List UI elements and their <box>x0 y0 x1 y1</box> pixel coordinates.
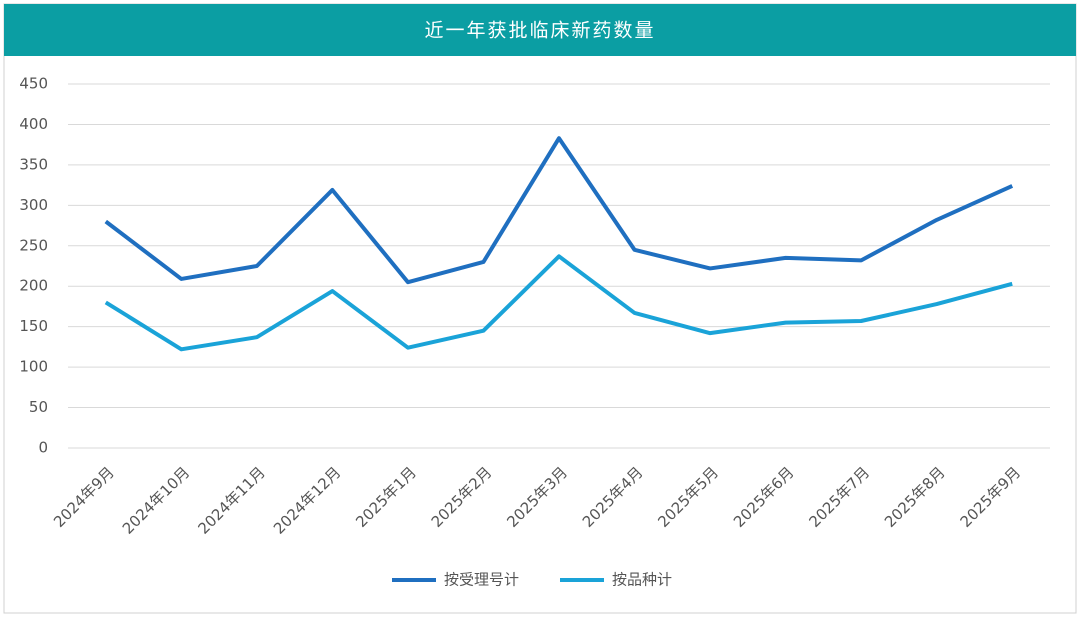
legend-label: 按品种计 <box>612 571 672 589</box>
y-tick-label: 350 <box>19 155 48 173</box>
y-tick-label: 250 <box>19 236 48 254</box>
y-tick-label: 450 <box>19 75 48 93</box>
y-tick-label: 0 <box>38 439 48 457</box>
chart-title: 近一年获批临床新药数量 <box>424 20 655 42</box>
y-tick-label: 150 <box>19 317 48 335</box>
title-bar <box>4 4 1076 56</box>
line-series <box>104 254 1013 352</box>
y-tick-label: 400 <box>19 115 48 133</box>
y-tick-label: 200 <box>19 277 48 295</box>
legend-label: 按受理号计 <box>444 571 519 589</box>
line-series <box>104 136 1014 285</box>
y-tick-label: 100 <box>19 358 48 376</box>
y-tick-label: 50 <box>29 398 48 416</box>
y-tick-label: 300 <box>19 196 48 214</box>
chart-frame <box>3 3 1077 614</box>
